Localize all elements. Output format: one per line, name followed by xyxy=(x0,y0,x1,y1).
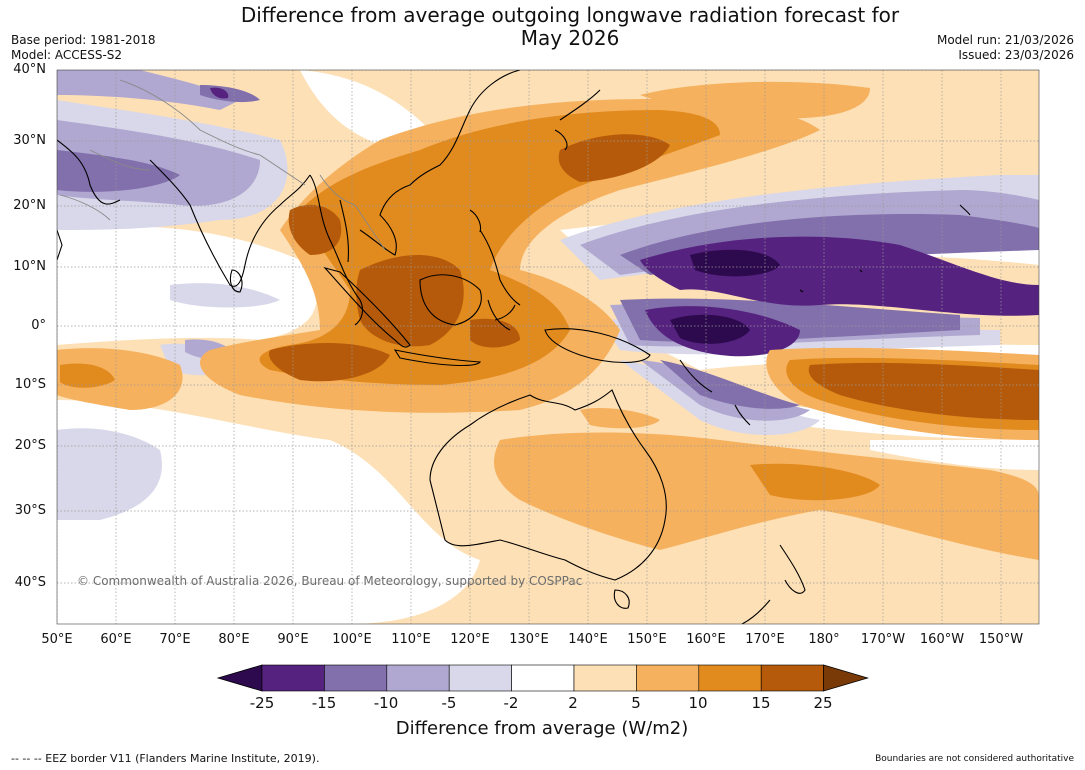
colorbar-tick: 10 xyxy=(688,694,708,712)
lat-label-10s: 10°S xyxy=(14,377,46,392)
positive-anomaly-deep xyxy=(269,134,1039,420)
coastline-southeast-asia xyxy=(309,70,521,326)
colorbar-segment xyxy=(760,664,824,692)
lon-label-140e: 140°E xyxy=(568,632,608,647)
coastline-japan xyxy=(554,89,601,151)
meta-left: Base period: 1981-2018 Model: ACCESS-S2 xyxy=(11,33,156,63)
colorbar-tick: -25 xyxy=(249,694,275,712)
lon-label-130e: 130°E xyxy=(509,632,549,647)
title-line-1: Difference from average outgoing longwav… xyxy=(240,3,900,27)
lon-label-170w: 170°W xyxy=(860,632,906,647)
lat-label-20n: 20°N xyxy=(13,198,46,213)
coastline-india xyxy=(149,159,311,287)
lon-label-180: 180° xyxy=(808,632,840,647)
lon-label-100e: 100°E xyxy=(332,632,372,647)
lon-label-170e: 170°E xyxy=(745,632,785,647)
lat-label-0: 0° xyxy=(31,318,46,333)
coastline-australia xyxy=(429,389,667,581)
lat-label-20s: 20°S xyxy=(14,438,46,453)
lon-label-90e: 90°E xyxy=(277,632,309,647)
coastline-borneo xyxy=(419,274,482,326)
issued-date: Issued: 23/03/2026 xyxy=(958,48,1074,62)
colorbar-segment xyxy=(511,664,575,692)
colorbar-tick: 15 xyxy=(751,694,771,712)
colorbar-tick: 2 xyxy=(568,694,578,712)
colorbar-segment xyxy=(386,664,450,692)
coastline-pacific-islands xyxy=(679,204,971,426)
colorbar-tick: 5 xyxy=(631,694,641,712)
coastline-sulawesi xyxy=(487,299,516,331)
coastline-sumatra xyxy=(323,266,411,348)
coastline-arabia-persia xyxy=(57,139,121,261)
lon-label-120e: 120°E xyxy=(450,632,490,647)
coastline-new-zealand xyxy=(741,544,806,624)
lon-label-60e: 60°E xyxy=(100,632,132,647)
coastline-new-guinea xyxy=(544,328,651,363)
colorbar-tick: -5 xyxy=(441,694,457,712)
colorbar-extend-high xyxy=(823,664,870,692)
lon-label-70e: 70°E xyxy=(159,632,191,647)
lon-label-80e: 80°E xyxy=(218,632,250,647)
colorbar-tick: 25 xyxy=(813,694,833,712)
colorbar-segment xyxy=(324,664,388,692)
colorbar-segment xyxy=(261,664,325,692)
eez-note: -- -- -- EEZ border V11 (Flanders Marine… xyxy=(11,752,320,765)
colorbar-segment xyxy=(448,664,512,692)
colorbar-segment xyxy=(573,664,637,692)
lon-label-150e: 150°E xyxy=(627,632,667,647)
colorbar-segment xyxy=(636,664,700,692)
lat-label-10n: 10°N xyxy=(13,259,46,274)
coastline-java xyxy=(393,349,482,367)
coastline-philippines xyxy=(469,209,521,306)
colorbar-label: Difference from average (W/m2) xyxy=(395,718,689,739)
graticule xyxy=(57,70,1039,624)
coastline-sri-lanka xyxy=(229,269,243,293)
base-period: Base period: 1981-2018 xyxy=(11,33,156,47)
coastlines xyxy=(57,70,971,624)
lon-label-160w: 160°W xyxy=(919,632,965,647)
copyright-notice: © Commonwealth of Australia 2026, Bureau… xyxy=(77,574,583,588)
lat-label-40s: 40°S xyxy=(14,575,46,590)
coastline-tasmania xyxy=(613,589,630,609)
lon-label-150w: 150°W xyxy=(978,632,1024,647)
colorbar-tick: -15 xyxy=(311,694,337,712)
lon-label-50e: 50°E xyxy=(41,632,73,647)
colorbar-segment xyxy=(698,664,762,692)
map-title: Difference from average outgoing longwav… xyxy=(0,4,1085,50)
negative-anomaly-extreme xyxy=(670,249,780,344)
title-line-2: May 2026 xyxy=(520,26,620,50)
lon-label-110e: 110°E xyxy=(391,632,431,647)
country-borders xyxy=(59,79,386,251)
colorbar-extend-low xyxy=(216,664,263,692)
lat-label-30s: 30°S xyxy=(14,503,46,518)
colorbar xyxy=(216,664,870,692)
model-run: Model run: 21/03/2026 xyxy=(936,33,1074,47)
map-frame xyxy=(56,69,1040,625)
lat-label-40n: 40°N xyxy=(13,62,46,77)
lat-label-30n: 30°N xyxy=(13,133,46,148)
forecast-map xyxy=(56,69,1040,625)
meta-right: Model run: 21/03/2026 Issued: 23/03/2026 xyxy=(937,33,1074,63)
model-name: Model: ACCESS-S2 xyxy=(11,48,123,62)
colorbar-tick: -10 xyxy=(373,694,399,712)
lon-label-160e: 160°E xyxy=(686,632,726,647)
boundaries-note: Boundaries are not considered authoritat… xyxy=(875,754,1074,764)
colorbar-tick: -2 xyxy=(503,694,519,712)
